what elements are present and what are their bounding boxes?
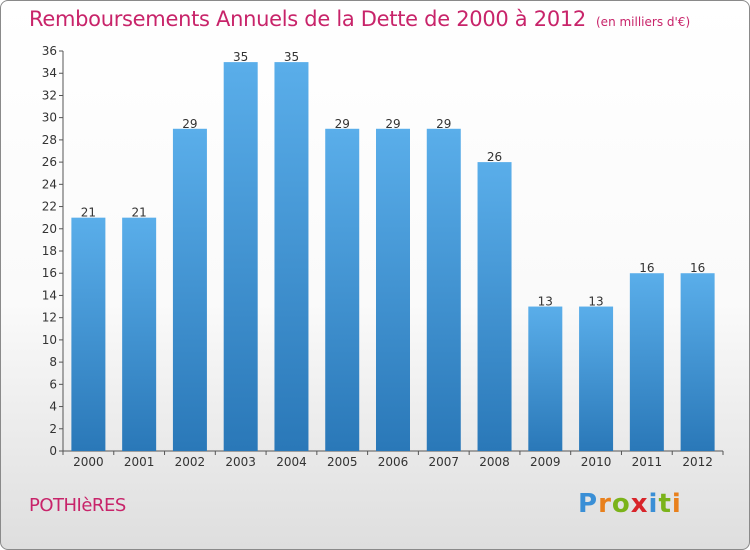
logo-letter: r: [598, 489, 612, 519]
bar[interactable]: [629, 273, 664, 451]
commune-name: POTHIèRES: [29, 495, 126, 516]
logo-letter: x: [630, 489, 649, 519]
bar-value-label: 26: [487, 150, 502, 164]
bar[interactable]: [477, 162, 512, 451]
y-tick-label: 32: [42, 88, 57, 102]
bar-value-label: 21: [81, 206, 96, 220]
bar-value-label: 16: [639, 261, 654, 275]
logo-letter: t: [658, 489, 672, 519]
x-tick-label: 2003: [225, 455, 256, 469]
bar-value-label: 29: [436, 117, 451, 131]
x-tick-label: 2010: [581, 455, 612, 469]
bar-value-label: 21: [132, 206, 147, 220]
x-tick-label: 2009: [530, 455, 561, 469]
y-tick-label: 16: [42, 266, 57, 280]
y-tick-label: 12: [42, 311, 57, 325]
y-tick-label: 26: [42, 155, 57, 169]
x-tick-label: 2004: [276, 455, 307, 469]
y-tick-label: 24: [42, 177, 57, 191]
bar[interactable]: [223, 62, 258, 451]
y-tick-label: 36: [42, 44, 57, 58]
y-tick-label: 18: [42, 244, 57, 258]
y-tick-label: 14: [42, 288, 57, 302]
bar-value-label: 35: [233, 50, 248, 64]
bar[interactable]: [172, 128, 207, 451]
x-tick-label: 2008: [479, 455, 510, 469]
bar[interactable]: [376, 128, 410, 451]
bar-value-label: 13: [538, 295, 553, 309]
logo-letter: i: [648, 489, 659, 519]
bar[interactable]: [274, 62, 309, 451]
chart-bars: 21 21 29 35 35 29 29 29 26 13 13 16 16: [71, 50, 715, 451]
x-tick-label: 2005: [327, 455, 358, 469]
logo-letter: P: [578, 489, 599, 519]
bar[interactable]: [579, 306, 614, 451]
bar[interactable]: [426, 128, 461, 451]
y-tick-label: 34: [42, 66, 57, 80]
chart-title-block: Remboursements Annuels de la Dette de 20…: [29, 7, 690, 31]
bar[interactable]: [528, 306, 563, 451]
bar-value-label: 13: [588, 295, 603, 309]
y-tick-label: 22: [42, 200, 57, 214]
y-tick-label: 20: [42, 222, 57, 236]
bar[interactable]: [325, 128, 360, 451]
bar[interactable]: [71, 217, 106, 451]
proxiti-logo[interactable]: Proxiti: [578, 489, 682, 519]
x-tick-label: 2002: [175, 455, 206, 469]
bar-value-label: 29: [385, 117, 400, 131]
bar-value-label: 16: [690, 261, 705, 275]
y-tick-label: 28: [42, 133, 57, 147]
x-tick-label: 2011: [632, 455, 663, 469]
y-tick-label: 4: [49, 400, 57, 414]
bar-value-label: 29: [335, 117, 350, 131]
y-tick-label: 10: [42, 333, 57, 347]
bar[interactable]: [122, 217, 157, 451]
y-tick-label: 0: [49, 444, 57, 458]
x-tick-label: 2001: [124, 455, 155, 469]
x-tick-label: 2012: [682, 455, 713, 469]
chart-title: Remboursements Annuels de la Dette de 20…: [29, 7, 586, 31]
x-tick-label: 2006: [378, 455, 409, 469]
bar-value-label: 29: [182, 117, 197, 131]
chart-unit: (en milliers d'€): [596, 15, 691, 29]
y-tick-label: 30: [42, 111, 57, 125]
y-tick-label: 8: [49, 355, 57, 369]
x-tick-label: 2007: [428, 455, 459, 469]
bar[interactable]: [680, 273, 715, 451]
y-tick-label: 2: [49, 422, 57, 436]
bar-value-label: 35: [284, 50, 299, 64]
logo-letter: o: [611, 489, 631, 519]
logo-letter: i: [671, 489, 682, 519]
y-tick-label: 6: [49, 377, 57, 391]
x-tick-label: 2000: [73, 455, 104, 469]
